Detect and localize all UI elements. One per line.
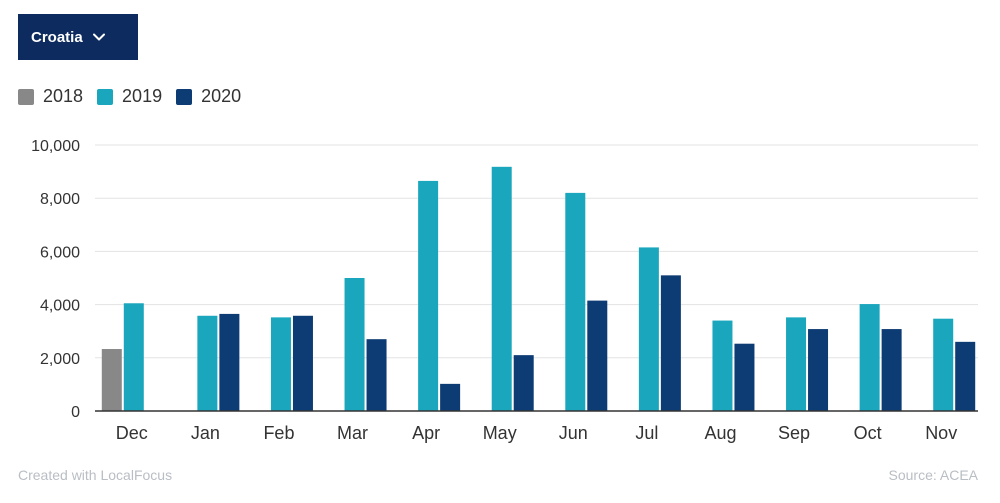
x-tick-label: Jan — [191, 423, 220, 443]
x-tick-label: Mar — [337, 423, 368, 443]
bar-2020-sep — [808, 329, 829, 411]
country-dropdown-label: Croatia — [31, 28, 83, 46]
legend-item-2018[interactable]: 2018 — [18, 86, 83, 107]
y-tick-label: 10,000 — [31, 138, 80, 155]
bar-2019-sep — [786, 317, 807, 411]
legend-label-2018: 2018 — [43, 86, 84, 106]
bar-2019-dec — [123, 303, 144, 411]
legend-swatch-2020 — [176, 88, 193, 105]
legend-item-2019[interactable]: 2019 — [97, 86, 162, 107]
bar-2020-feb — [292, 315, 313, 411]
x-tick-label: Jul — [635, 423, 658, 443]
y-tick-label: 4,000 — [40, 298, 80, 315]
bar-2020-mar — [366, 339, 387, 411]
bar-2018-dec — [101, 349, 122, 411]
bar-2019-oct — [859, 304, 880, 411]
x-tick-label: Nov — [925, 423, 957, 443]
legend-label-2019: 2019 — [122, 86, 163, 106]
x-tick-label: Oct — [854, 423, 882, 443]
x-tick-label: Feb — [263, 423, 294, 443]
bar-2019-jul — [638, 247, 659, 411]
x-tick-label: Apr — [412, 423, 440, 443]
y-tick-label: 2,000 — [40, 351, 80, 368]
bar-2020-jun — [587, 300, 608, 411]
bar-2020-aug — [734, 343, 755, 411]
bar-2020-may — [513, 355, 534, 411]
x-tick-label: Jun — [559, 423, 588, 443]
y-tick-label: 6,000 — [40, 244, 80, 261]
x-tick-label: Sep — [778, 423, 810, 443]
chevron-down-icon — [92, 33, 105, 41]
bar-2019-mar — [344, 278, 365, 411]
y-tick-label: 8,000 — [40, 191, 80, 208]
legend-label-2020: 2020 — [201, 86, 242, 106]
legend-item-2020[interactable]: 2020 — [176, 86, 241, 107]
bar-2020-jul — [660, 275, 681, 411]
bar-2019-may — [491, 166, 512, 411]
bar-2019-jun — [565, 192, 586, 411]
bar-2020-oct — [881, 329, 902, 411]
bar-2019-feb — [270, 317, 291, 411]
chart-legend: 2018 2019 2020 — [18, 86, 255, 107]
bar-2020-jan — [219, 313, 240, 411]
y-tick-label: 0 — [71, 404, 80, 421]
country-dropdown[interactable]: Croatia — [18, 14, 138, 60]
bar-2019-nov — [933, 318, 954, 411]
bar-2020-apr — [440, 383, 461, 411]
x-tick-label: May — [483, 423, 517, 443]
legend-swatch-2019 — [97, 88, 114, 105]
bar-2019-aug — [712, 320, 733, 411]
footer-source: Source: ACEA — [888, 467, 979, 483]
footer-credit[interactable]: Created with LocalFocus — [18, 467, 173, 483]
legend-swatch-2018 — [18, 88, 34, 105]
bar-2019-jan — [197, 315, 218, 411]
bar-2020-nov — [955, 341, 976, 411]
x-tick-label: Dec — [116, 423, 148, 443]
bar-2019-apr — [418, 180, 439, 411]
x-tick-label: Aug — [704, 423, 736, 443]
